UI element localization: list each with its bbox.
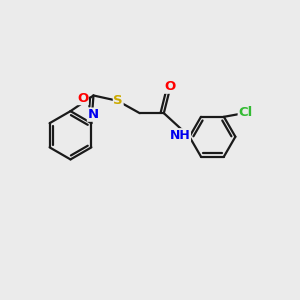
Text: O: O: [77, 92, 88, 104]
Text: N: N: [88, 108, 99, 121]
Text: S: S: [113, 94, 123, 107]
Text: NH: NH: [170, 129, 190, 142]
Text: O: O: [164, 80, 176, 93]
Text: Cl: Cl: [238, 106, 253, 119]
